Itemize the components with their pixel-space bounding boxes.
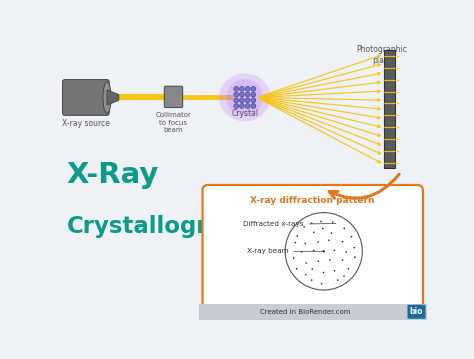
Circle shape [239, 92, 244, 97]
Circle shape [295, 242, 296, 243]
Circle shape [304, 243, 306, 244]
Text: X-ray source: X-ray source [62, 118, 109, 128]
FancyBboxPatch shape [408, 305, 426, 319]
Circle shape [296, 235, 298, 237]
Circle shape [245, 104, 250, 108]
Ellipse shape [219, 74, 271, 121]
Circle shape [343, 275, 345, 277]
FancyBboxPatch shape [202, 185, 423, 310]
Circle shape [354, 256, 356, 258]
Circle shape [342, 259, 343, 261]
Circle shape [245, 87, 250, 91]
Circle shape [322, 228, 324, 229]
Circle shape [305, 274, 307, 276]
Circle shape [317, 241, 319, 243]
Circle shape [239, 87, 244, 91]
Circle shape [296, 268, 297, 270]
Circle shape [234, 87, 238, 91]
Circle shape [351, 236, 352, 237]
Circle shape [234, 104, 238, 108]
Text: Crystallography: Crystallography [66, 215, 271, 238]
Circle shape [347, 268, 349, 270]
Text: bio: bio [410, 307, 423, 316]
Circle shape [323, 250, 325, 252]
Polygon shape [384, 51, 395, 168]
Text: X-ray diffraction pattern: X-ray diffraction pattern [250, 196, 375, 205]
Circle shape [239, 104, 244, 108]
Text: Created in BioRender.com: Created in BioRender.com [260, 309, 351, 315]
Circle shape [251, 87, 255, 91]
Circle shape [342, 241, 343, 242]
Circle shape [334, 270, 336, 272]
Circle shape [301, 251, 302, 253]
Circle shape [293, 257, 294, 259]
Circle shape [251, 104, 255, 108]
Circle shape [239, 98, 244, 103]
Text: Photographic
plate: Photographic plate [356, 45, 407, 65]
Circle shape [329, 259, 330, 261]
Circle shape [245, 98, 250, 103]
Circle shape [245, 92, 250, 97]
Text: X-Ray: X-Ray [66, 161, 159, 189]
Circle shape [311, 269, 313, 270]
Ellipse shape [103, 82, 111, 113]
Circle shape [354, 247, 355, 248]
Circle shape [337, 279, 338, 281]
FancyBboxPatch shape [164, 86, 182, 108]
Circle shape [303, 226, 305, 228]
Circle shape [251, 98, 255, 103]
Text: Crystal: Crystal [231, 109, 258, 118]
Circle shape [334, 250, 335, 251]
Circle shape [318, 261, 319, 262]
Circle shape [313, 250, 314, 251]
Circle shape [311, 222, 312, 224]
Circle shape [346, 251, 347, 253]
FancyBboxPatch shape [63, 80, 109, 115]
Circle shape [320, 221, 322, 222]
Circle shape [313, 232, 315, 233]
Circle shape [332, 221, 334, 223]
Polygon shape [107, 90, 119, 105]
Text: Collimator
to focus
beam: Collimator to focus beam [155, 112, 191, 134]
Circle shape [328, 239, 330, 241]
Ellipse shape [227, 79, 263, 116]
Circle shape [305, 262, 307, 264]
Circle shape [323, 272, 324, 273]
Circle shape [311, 279, 312, 281]
Circle shape [234, 98, 238, 103]
Circle shape [321, 283, 322, 284]
Circle shape [251, 92, 255, 97]
FancyBboxPatch shape [199, 304, 427, 320]
Circle shape [234, 92, 238, 97]
Text: Diffracted x-rays: Diffracted x-rays [243, 222, 336, 227]
Text: X-ray beam: X-ray beam [246, 248, 323, 254]
Circle shape [344, 228, 345, 229]
Circle shape [331, 232, 332, 234]
